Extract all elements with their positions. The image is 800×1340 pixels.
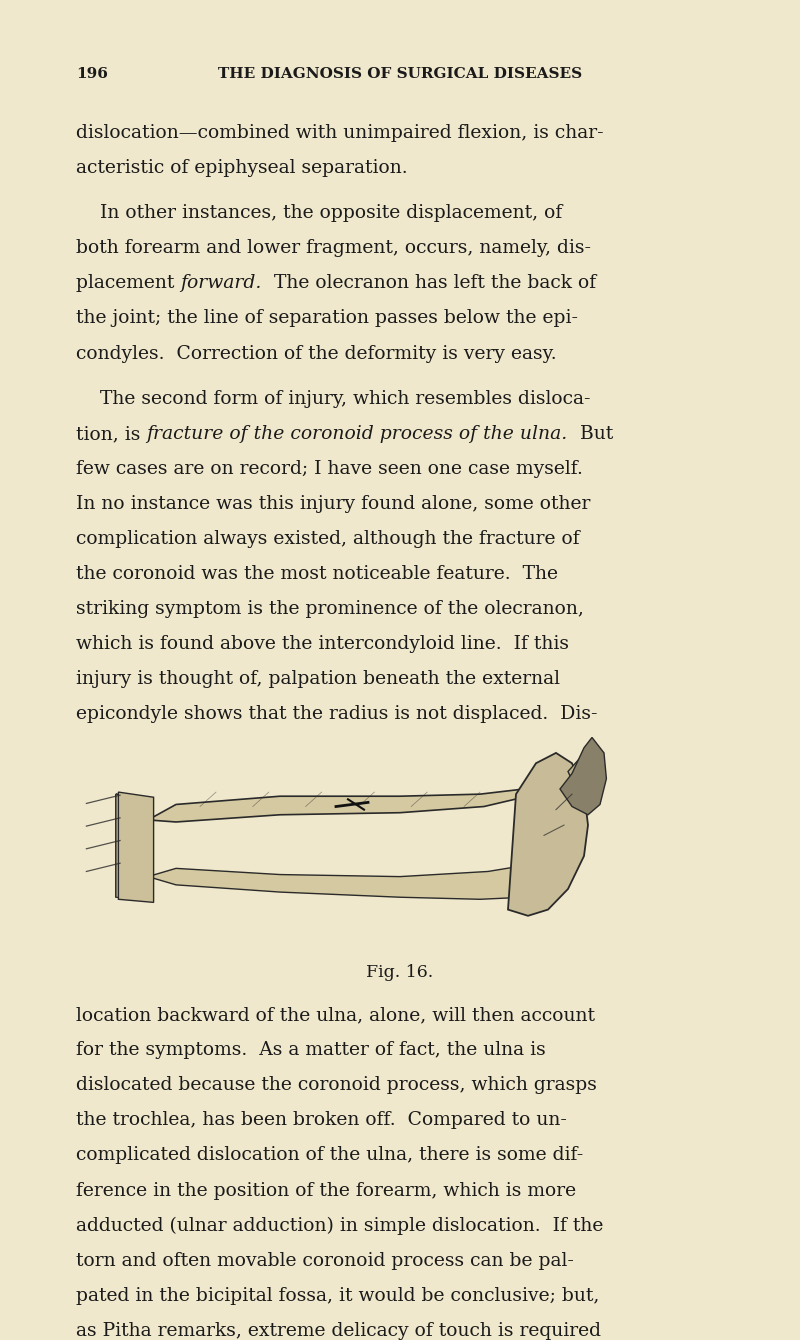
Text: pated in the bicipital fossa, it would be conclusive; but,: pated in the bicipital fossa, it would b…: [76, 1286, 599, 1305]
Polygon shape: [116, 795, 148, 899]
Polygon shape: [148, 764, 568, 821]
Text: the trochlea, has been broken off.  Compared to un-: the trochlea, has been broken off. Compa…: [76, 1111, 567, 1130]
Polygon shape: [116, 795, 148, 899]
Text: But: But: [568, 425, 613, 444]
Text: adducted (ulnar adduction) in simple dislocation.  If the: adducted (ulnar adduction) in simple dis…: [76, 1217, 603, 1235]
Text: dislocation—combined with unimpaired flexion, is char-: dislocation—combined with unimpaired fle…: [76, 123, 604, 142]
Text: forward.: forward.: [180, 275, 262, 292]
Text: both forearm and lower fragment, occurs, namely, dis-: both forearm and lower fragment, occurs,…: [76, 240, 591, 257]
Text: acteristic of epiphyseal separation.: acteristic of epiphyseal separation.: [76, 158, 408, 177]
Text: injury is thought of, palpation beneath the external: injury is thought of, palpation beneath …: [76, 670, 560, 689]
Text: In no instance was this injury found alone, some other: In no instance was this injury found alo…: [76, 496, 590, 513]
Text: 196: 196: [76, 67, 108, 80]
Text: Fig. 16.: Fig. 16.: [366, 965, 434, 981]
Text: the coronoid was the most noticeable feature.  The: the coronoid was the most noticeable fea…: [76, 565, 558, 583]
Text: condyles.  Correction of the deformity is very easy.: condyles. Correction of the deformity is…: [76, 344, 557, 363]
Text: for the symptoms.  As a matter of fact, the ulna is: for the symptoms. As a matter of fact, t…: [76, 1041, 546, 1060]
Text: which is found above the intercondyloid line.  If this: which is found above the intercondyloid …: [76, 635, 569, 654]
Text: few cases are on record; I have seen one case myself.: few cases are on record; I have seen one…: [76, 460, 583, 478]
Text: tion, is: tion, is: [76, 425, 146, 444]
Text: striking symptom is the prominence of the olecranon,: striking symptom is the prominence of th…: [76, 600, 584, 618]
Text: The olecranon has left the back of: The olecranon has left the back of: [262, 275, 596, 292]
Text: complication always existed, although the fracture of: complication always existed, although th…: [76, 531, 580, 548]
Text: epicondyle shows that the radius is not displaced.  Dis-: epicondyle shows that the radius is not …: [76, 705, 598, 724]
Text: dislocated because the coronoid process, which grasps: dislocated because the coronoid process,…: [76, 1076, 597, 1095]
Text: In other instances, the opposite displacement, of: In other instances, the opposite displac…: [76, 204, 562, 222]
Polygon shape: [560, 737, 606, 815]
Polygon shape: [568, 753, 592, 789]
Text: THE DIAGNOSIS OF SURGICAL DISEASES: THE DIAGNOSIS OF SURGICAL DISEASES: [218, 67, 582, 80]
Text: The second form of injury, which resembles disloca-: The second form of injury, which resembl…: [76, 390, 590, 409]
Text: location backward of the ulna, alone, will then account: location backward of the ulna, alone, wi…: [76, 1006, 595, 1024]
Text: complicated dislocation of the ulna, there is some dif-: complicated dislocation of the ulna, the…: [76, 1147, 583, 1164]
Polygon shape: [118, 792, 154, 902]
Text: ference in the position of the forearm, which is more: ference in the position of the forearm, …: [76, 1182, 576, 1199]
Polygon shape: [508, 753, 588, 915]
Text: torn and often movable coronoid process can be pal-: torn and often movable coronoid process …: [76, 1252, 574, 1269]
Text: as Pitha remarks, extreme delicacy of touch is required: as Pitha remarks, extreme delicacy of to…: [76, 1321, 601, 1340]
Polygon shape: [116, 795, 148, 899]
Polygon shape: [148, 858, 564, 899]
Polygon shape: [116, 795, 148, 899]
Text: placement: placement: [76, 275, 180, 292]
Text: fracture of the coronoid process of the ulna.: fracture of the coronoid process of the …: [146, 425, 568, 444]
Text: the joint; the line of separation passes below the epi-: the joint; the line of separation passes…: [76, 310, 578, 327]
